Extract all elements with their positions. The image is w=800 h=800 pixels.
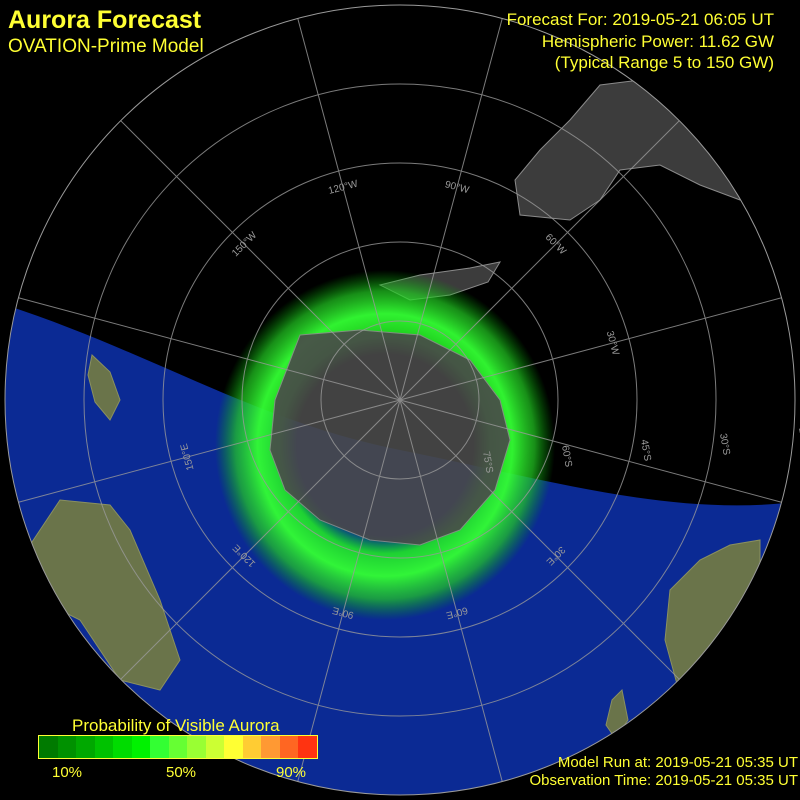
typical-range: (Typical Range 5 to 150 GW) — [554, 53, 774, 72]
landmass-new-zealand — [87, 354, 121, 421]
meridian-line — [399, 399, 680, 680]
meridian-line — [399, 399, 503, 782]
observation-time: Observation Time: 2019-05-21 05:35 UT — [529, 772, 798, 789]
meridian-line — [399, 297, 782, 401]
meridian-line — [18, 399, 401, 503]
forecast-time: Forecast For: 2019-05-21 06:05 UT — [506, 10, 774, 29]
meridian-line — [297, 399, 401, 782]
colorbar-swatch — [57, 736, 77, 758]
meridian-line — [120, 120, 401, 401]
colorbar-swatch — [224, 736, 243, 758]
model-name: OVATION-Prime Model — [8, 36, 204, 57]
legend-title: Probability of Visible Aurora — [72, 716, 280, 735]
probability-colorbar — [38, 735, 318, 759]
latitude-labels: 75°S 60°S 45°S 30°S 15°S — [480, 427, 800, 475]
meridian-line — [297, 18, 401, 401]
colorbar-swatch — [298, 736, 317, 758]
hemispheric-power: Hemispheric Power: 11.62 GW — [541, 32, 774, 51]
colorbar-swatch — [39, 736, 58, 758]
latitude-circle — [162, 162, 638, 638]
latitude-label: 60°S — [559, 445, 574, 469]
colorbar-swatch — [187, 736, 206, 758]
colorbar-swatch — [261, 736, 280, 758]
meridian-line — [399, 399, 782, 503]
graticule — [18, 18, 782, 782]
page-title: Aurora Forecast — [8, 6, 202, 34]
latitude-label: 15°S — [796, 427, 800, 451]
latitude-circle — [83, 83, 717, 717]
legend-tick-10: 10% — [52, 764, 83, 781]
meridian-line — [18, 297, 401, 401]
colorbar-swatch — [168, 736, 188, 758]
legend-tick-50: 50% — [166, 764, 197, 781]
latitude-circle — [320, 320, 480, 480]
colorbar-swatch — [242, 736, 262, 758]
latitude-circle — [241, 241, 559, 559]
meridian-line — [399, 120, 680, 401]
model-run-time: Model Run at: 2019-05-21 05:35 UT — [557, 754, 798, 771]
latitude-label: 30°S — [717, 433, 732, 457]
meridian-line — [120, 399, 401, 680]
globe-outline — [4, 4, 796, 796]
legend-tick-90: 90% — [276, 764, 307, 781]
colorbar-swatch — [150, 736, 169, 758]
colorbar-swatch — [113, 736, 132, 758]
colorbar-swatch — [131, 736, 151, 758]
colorbar-swatch — [279, 736, 299, 758]
colorbar-swatch — [205, 736, 225, 758]
colorbar-swatch — [76, 736, 95, 758]
latitude-label: 75°S — [480, 451, 495, 475]
meridian-line — [399, 18, 503, 401]
colorbar-swatch — [94, 736, 114, 758]
latitude-label: 45°S — [638, 439, 653, 463]
